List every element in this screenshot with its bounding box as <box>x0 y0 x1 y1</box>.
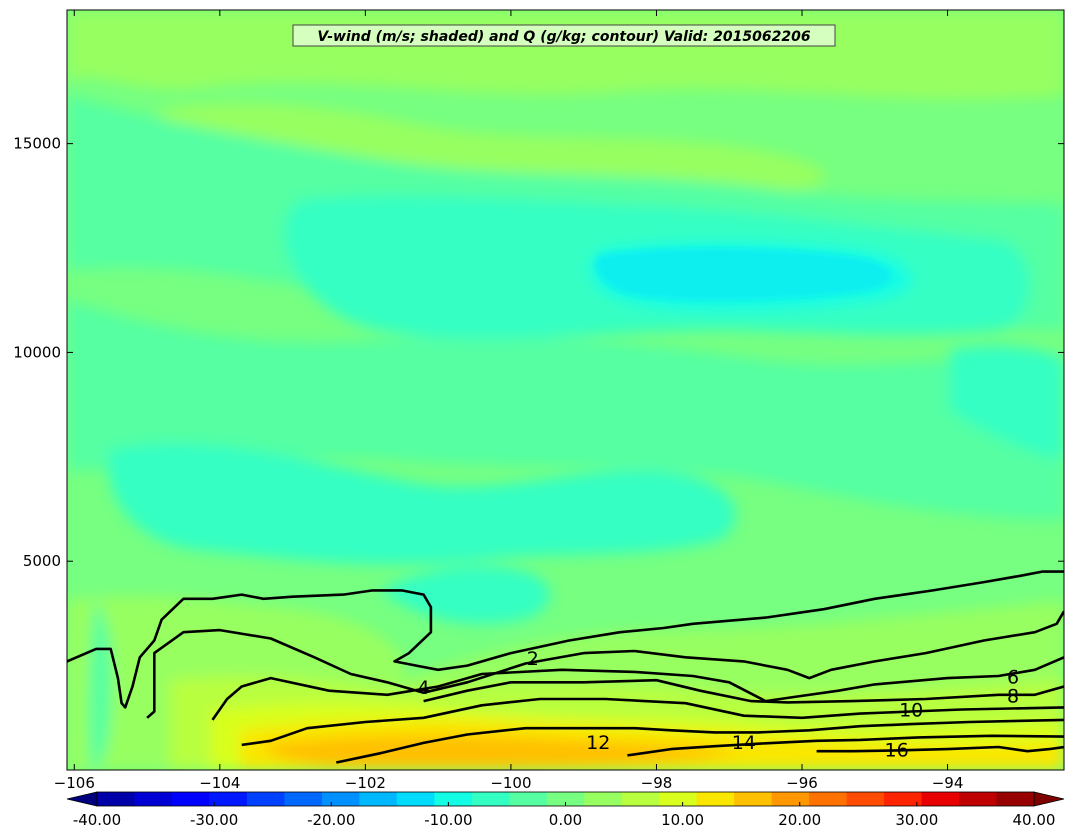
chart-title: V-wind (m/s; shaded) and Q (g/kg; contou… <box>317 29 810 45</box>
colorbar-segment <box>171 792 211 806</box>
colorbar-min-arrow <box>66 791 98 807</box>
contour-label: 2 <box>527 648 539 670</box>
contour-label: 14 <box>732 732 756 754</box>
y-tick-label: 5000 <box>23 552 61 570</box>
colorbar-segment <box>884 792 923 806</box>
shaded-field <box>67 10 1064 770</box>
contour-label: 16 <box>885 740 909 762</box>
x-tick-label: −98 <box>641 774 673 792</box>
colorbar-tick-label: 20.00 <box>778 811 821 829</box>
colorbar-segment <box>809 792 848 806</box>
y-axis: 5000 10000 15000 <box>13 135 1064 570</box>
colorbar-tick-label: 40.00 <box>1013 811 1056 829</box>
colorbar-tick-label: 0.00 <box>549 811 582 829</box>
x-tick-label: −104 <box>199 774 240 792</box>
x-tick-label: −96 <box>786 774 818 792</box>
colorbar-segment <box>246 792 285 806</box>
contour-label: 6 <box>1007 667 1019 689</box>
contour-label: 12 <box>586 732 610 754</box>
contour-line-16 <box>816 745 1064 753</box>
colorbar-segment <box>471 792 510 806</box>
colorbar-segment <box>396 792 435 806</box>
title-box: V-wind (m/s; shaded) and Q (g/kg; contou… <box>292 24 836 47</box>
contour-line-12 <box>336 718 1064 764</box>
colorbar-segment <box>846 792 885 806</box>
x-tick-label: −100 <box>490 774 531 792</box>
colorbar-max-arrow <box>1033 791 1065 807</box>
contour-line-10 <box>241 697 1064 747</box>
colorbar-segment <box>771 792 810 806</box>
contour-line-2 <box>67 570 1064 709</box>
colorbar-tick-label: -20.00 <box>307 811 355 829</box>
colorbar-segment <box>621 792 660 806</box>
humidity-contours <box>67 570 1064 764</box>
title-background <box>292 24 836 47</box>
colorbar-segment <box>996 792 1035 806</box>
colorbar-segment <box>921 792 960 806</box>
x-tick-label: −102 <box>345 774 386 792</box>
colorbar-segment <box>959 792 998 806</box>
colorbar-segment <box>546 792 585 806</box>
colorbar-segment <box>359 792 398 806</box>
contour-label: 8 <box>1007 685 1019 707</box>
colorbar-segment <box>509 792 548 806</box>
y-tick-label: 15000 <box>13 135 61 153</box>
x-tick-label: −94 <box>932 774 964 792</box>
colorbar-segment <box>321 792 360 806</box>
contour-label: 4 <box>418 677 430 699</box>
plot-frame <box>66 9 1065 771</box>
colorbar-tick-label: -30.00 <box>190 811 238 829</box>
colorbar-segment <box>97 792 136 806</box>
y-tick-label: 10000 <box>13 343 61 361</box>
colorbar-labels: -40.00 -30.00 -20.00 -10.00 0.00 10.00 20.00 30… <box>73 802 1056 829</box>
colorbar-segment <box>434 792 473 806</box>
contour-line-4 <box>146 610 1064 719</box>
colorbar-tick-label: 30.00 <box>895 811 938 829</box>
contour-line-8 <box>423 678 1064 704</box>
colorbar-tick-label: -40.00 <box>73 811 121 829</box>
colorbar-segment <box>284 792 323 806</box>
contour-line-14 <box>627 734 1064 757</box>
colorbar-segment <box>209 792 248 806</box>
contour-line-6 <box>211 656 1064 721</box>
colorbar <box>66 791 1065 807</box>
colorbar-segment <box>696 792 735 806</box>
colorbar-segment <box>584 792 623 806</box>
colorbar-segment <box>734 792 773 806</box>
colorbar-tick-label: -10.00 <box>424 811 472 829</box>
colorbar-segment <box>134 792 173 806</box>
colorbar-tick-label: 10.00 <box>661 811 704 829</box>
contour-label: 10 <box>899 700 923 722</box>
x-tick-label: −106 <box>54 774 95 792</box>
contour-labels: 2 4 68 10 12 14 16 <box>418 648 1020 762</box>
x-axis: −106 −104 −102 −100 −98 −96 −94 <box>54 10 964 792</box>
colorbar-segment <box>659 792 698 806</box>
